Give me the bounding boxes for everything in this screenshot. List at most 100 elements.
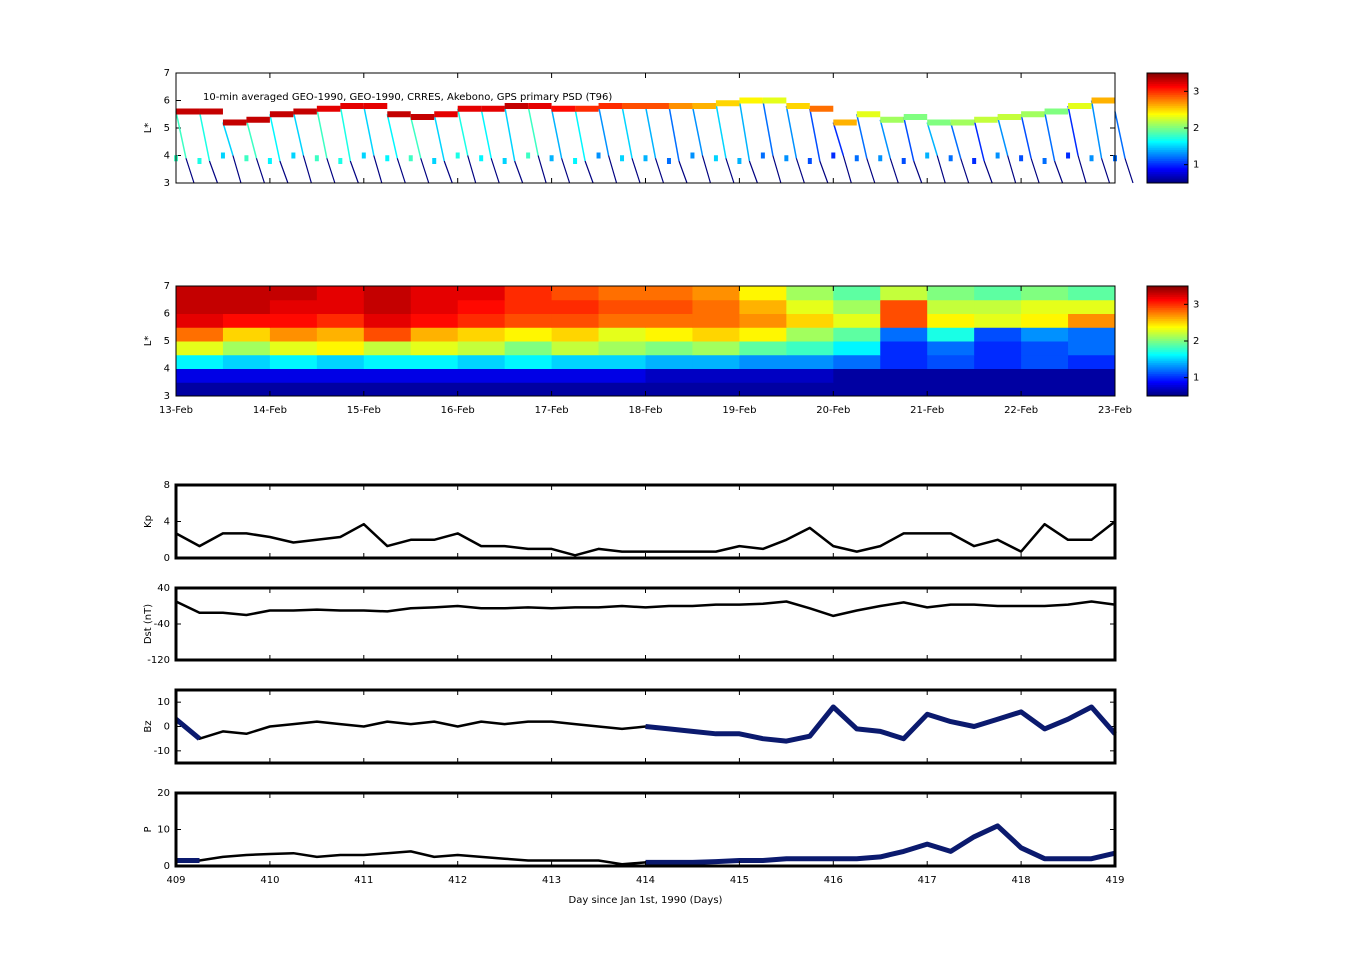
colorbar-band xyxy=(1147,106,1188,109)
y-axis-label: Bz xyxy=(143,720,154,732)
orbit-segment xyxy=(902,116,915,162)
heat-cell xyxy=(316,341,365,356)
colorbar-band xyxy=(1147,85,1188,89)
heat-cell xyxy=(1068,327,1116,342)
heat-cell xyxy=(363,299,412,314)
psd-point xyxy=(713,155,718,162)
colorbar-band xyxy=(1147,319,1188,322)
orbit-segment xyxy=(386,114,399,159)
orbit-tail xyxy=(936,155,946,184)
heat-cell xyxy=(927,368,975,383)
heat-cell xyxy=(457,354,506,369)
heat-cell xyxy=(551,341,600,356)
psd-point xyxy=(502,158,507,164)
heat-cell xyxy=(410,341,459,356)
orbit-tail xyxy=(795,158,805,184)
psd-point xyxy=(363,103,388,109)
y-tick-label: 0 xyxy=(164,553,170,564)
psd-point xyxy=(1091,97,1115,104)
heat-cell xyxy=(269,368,318,383)
heat-cell xyxy=(551,354,600,369)
heat-cell xyxy=(551,382,600,397)
psd-point xyxy=(244,155,249,162)
psd-point xyxy=(479,155,484,162)
heat-cell xyxy=(222,382,271,397)
heat-cell xyxy=(269,341,318,356)
colorbar-band xyxy=(1147,107,1188,111)
colorbar-band xyxy=(1147,350,1188,353)
heat-cell xyxy=(833,341,881,356)
series-line xyxy=(176,823,1116,865)
orbit-tail xyxy=(420,158,430,184)
orbit-tail xyxy=(678,160,688,184)
colorbar-band xyxy=(1147,91,1188,94)
colorbar-band xyxy=(1147,353,1188,357)
colorbar-band xyxy=(1147,342,1188,346)
colorbar-band xyxy=(1147,170,1188,173)
colorbar-band xyxy=(1147,357,1188,360)
x-tick-label: 418 xyxy=(1012,875,1031,886)
psd-point xyxy=(645,103,669,109)
x-tick-label: 16-Feb xyxy=(441,405,475,416)
y-tick-label: 6 xyxy=(164,96,170,107)
heat-cell xyxy=(880,327,928,342)
heat-cell xyxy=(739,327,787,342)
orbit-segment xyxy=(222,122,234,156)
x-tick-label: 415 xyxy=(730,875,749,886)
colorbar-band xyxy=(1147,297,1188,300)
colorbar-band xyxy=(1147,352,1188,355)
heat-cell xyxy=(176,341,224,356)
heat-cell xyxy=(363,354,412,369)
orbit-segment xyxy=(269,114,281,162)
colorbar-band xyxy=(1147,159,1188,162)
psd-point xyxy=(246,116,270,123)
heat-cell xyxy=(1068,354,1116,369)
series-line xyxy=(174,704,1117,744)
psd-point xyxy=(668,103,693,109)
orbit-tail xyxy=(748,160,758,184)
heat-cell xyxy=(1068,286,1116,301)
colorbar-band xyxy=(1147,364,1188,368)
psd-point xyxy=(622,103,646,109)
orbit-tail xyxy=(1100,158,1111,184)
colorbar-band xyxy=(1147,89,1188,92)
heat-cell xyxy=(222,286,271,301)
heat-cell xyxy=(692,286,740,301)
x-tick-label: 22-Feb xyxy=(1004,405,1038,416)
colorbar-band xyxy=(1147,162,1188,166)
heat-cell xyxy=(316,354,365,369)
heat-cell xyxy=(598,286,646,301)
psd-point xyxy=(715,100,740,107)
x-tick-label: 411 xyxy=(354,875,373,886)
heat-cell xyxy=(457,286,506,301)
orbit-tail xyxy=(1030,158,1040,184)
psd-point xyxy=(551,105,576,112)
heat-cell xyxy=(269,382,318,397)
orbit-segment xyxy=(550,108,563,159)
orbit-tail xyxy=(255,158,265,184)
orbit-segment xyxy=(1020,114,1032,159)
heat-cell xyxy=(222,354,271,369)
orbit-tail xyxy=(983,160,993,184)
heat-cell xyxy=(457,382,506,397)
series-line xyxy=(175,600,1116,618)
orbit-segment xyxy=(1090,100,1103,159)
colorbar-band xyxy=(1147,87,1188,90)
heat-cell xyxy=(410,313,459,328)
heat-cell xyxy=(363,313,412,328)
heat-cell xyxy=(645,327,693,342)
orbit-tail xyxy=(349,160,359,184)
heat-cell xyxy=(316,299,365,314)
heat-cell xyxy=(739,382,787,397)
heat-cell xyxy=(598,354,646,369)
orbit-segment xyxy=(574,108,586,162)
colorbar-band xyxy=(1147,344,1188,347)
heat-cell xyxy=(645,286,693,301)
colorbar-band xyxy=(1147,311,1188,314)
colorbar-band xyxy=(1147,331,1188,335)
y-tick-label: 4 xyxy=(164,517,170,528)
orbit-segment xyxy=(1043,111,1056,162)
y-tick-label: 4 xyxy=(164,364,170,375)
colorbar-band xyxy=(1147,113,1188,116)
heat-cell xyxy=(645,354,693,369)
